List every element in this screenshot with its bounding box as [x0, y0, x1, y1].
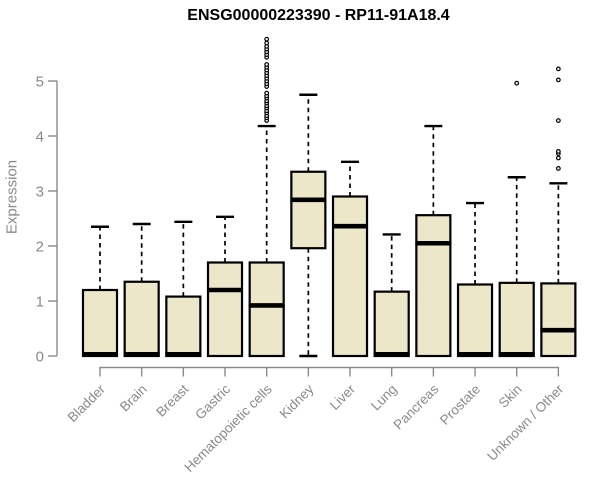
- outlier-point: [555, 148, 561, 154]
- box: [540, 282, 577, 358]
- category-label: Liver: [327, 381, 359, 413]
- boxplot-lung: [373, 233, 410, 358]
- category-label: Pancreas: [391, 381, 442, 432]
- y-tick-label: 4: [36, 129, 44, 146]
- chart-title: ENSG00000223390 - RP11-91A18.4: [187, 7, 450, 24]
- y-tick-label: 2: [36, 239, 44, 256]
- category-label: Skin: [496, 382, 525, 411]
- category-label: Prostate: [437, 382, 483, 428]
- boxplot-liver: [331, 160, 369, 358]
- category-label: Unknown / Other: [484, 381, 567, 464]
- category-label: Gastric: [192, 381, 233, 422]
- outlier-point: [555, 118, 561, 123]
- category-label: Breast: [153, 381, 191, 419]
- box: [123, 280, 160, 358]
- y-tick-label: 5: [36, 74, 44, 91]
- boxplot-bladder: [81, 225, 119, 358]
- outlier-point: [555, 66, 561, 72]
- outlier-point: [264, 62, 270, 67]
- box: [290, 170, 327, 250]
- boxplot-pancreas: [415, 124, 452, 358]
- box: [373, 290, 410, 358]
- outlier-point: [264, 36, 270, 42]
- box: [331, 195, 369, 358]
- boxplot-kidney: [290, 93, 327, 358]
- category-label: Lung: [368, 382, 400, 414]
- boxplot-prostate: [456, 201, 494, 358]
- outlier-point: [555, 77, 561, 83]
- category-label: Kidney: [277, 381, 317, 421]
- box: [456, 283, 494, 358]
- box: [498, 281, 535, 358]
- boxplot-hematopoietic-cells: [248, 36, 285, 358]
- boxplot-brain: [123, 222, 160, 358]
- outlier-point: [264, 90, 270, 96]
- outlier-point: [555, 166, 561, 171]
- outlier-point: [264, 40, 270, 46]
- y-axis: 0 1 2 3 4 5: [36, 74, 58, 366]
- box: [248, 261, 285, 358]
- y-tick-label: 1: [36, 294, 44, 311]
- box: [81, 288, 119, 358]
- boxplot-breast: [165, 220, 202, 358]
- box: [165, 295, 202, 358]
- boxplot-gastric: [206, 215, 244, 358]
- boxplot-unknown-other: [540, 66, 577, 358]
- box: [206, 261, 244, 358]
- y-tick-label: 0: [36, 349, 44, 366]
- category-label: Bladder: [65, 381, 109, 425]
- outlier-point: [514, 80, 520, 86]
- y-tick-label: 3: [36, 184, 44, 201]
- boxplot-skin: [498, 80, 535, 358]
- outlier-point: [555, 155, 561, 161]
- box: [415, 214, 452, 358]
- category-label: Brain: [117, 382, 150, 415]
